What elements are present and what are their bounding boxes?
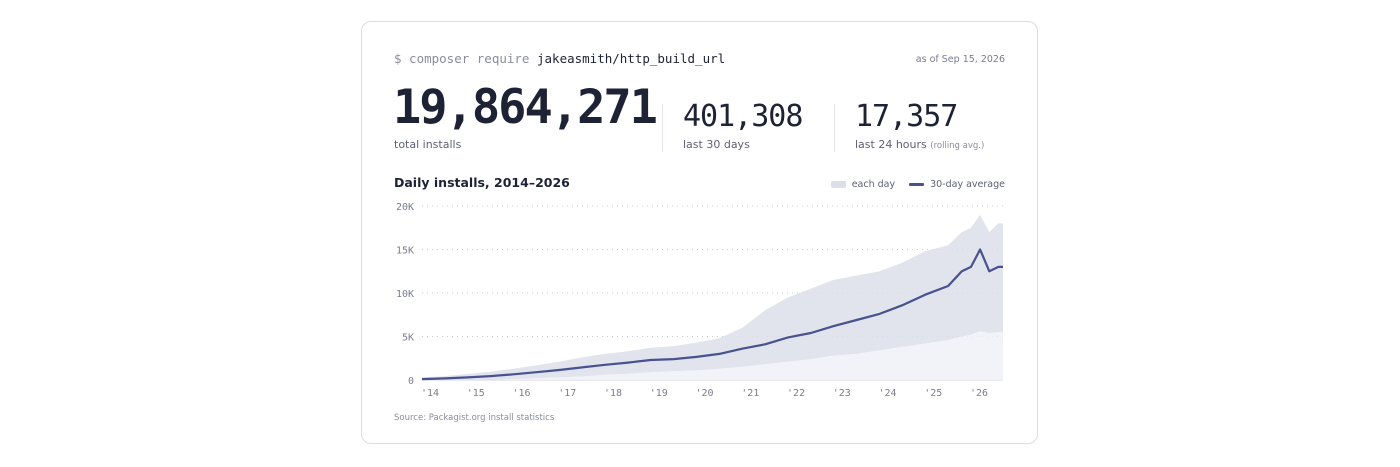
x-tick-label: '19 [650,388,668,399]
chart-legend: each day 30-day average [830,179,1005,190]
stats-divider [662,104,663,152]
x-tick-label: '20 [695,388,713,399]
source-note: Source: Packagist.org install statistics [394,413,555,423]
y-tick-label: 0 [408,376,414,387]
y-tick-label: 5K [402,333,414,344]
x-tick-label: '21 [741,388,759,399]
stats-divider [834,104,835,152]
total-installs-label: total installs [394,138,462,151]
stats-card: $ composer require jakeasmith/http_build… [361,21,1038,444]
legend-average: 30-day average [930,179,1005,190]
rolling-avg-note: (rolling avg.) [930,141,985,151]
last-30-days-label: last 30 days [683,138,750,151]
each-day-swatch [830,181,846,188]
chart-title: Daily installs, 2014–2026 [394,175,570,190]
last-24-hours-value: 17,357 [855,99,958,134]
x-tick-label: '24 [878,388,896,399]
last-24-hours-text: last 24 hours [855,138,927,151]
x-tick-label: '16 [512,388,530,399]
package-name: jakeasmith/http_build_url [537,51,726,66]
x-tick-label: '14 [421,388,439,399]
as-of-date: as of Sep 15, 2026 [915,54,1005,65]
x-tick-label: '17 [558,388,576,399]
y-tick-label: 20K [396,202,414,213]
each-day-band [422,214,1003,380]
daily-installs-chart: 0 5K 10K 15K 20K '14 '15 '16 '17 '18 '19 '20 '21 '22 '… [396,202,1004,399]
average-swatch [909,183,925,186]
x-tick-label: '18 [604,388,622,399]
last-24-hours-label: last 24 hours (rolling avg.) [855,138,984,151]
x-tick-label: '25 [924,388,942,399]
total-installs-value: 19,864,271 [393,80,658,135]
last-30-days-value: 401,308 [683,99,803,134]
x-tick-label: '26 [970,388,988,399]
y-tick-label: 15K [396,246,414,257]
average-line [421,248,1003,381]
install-command[interactable]: $ composer require jakeasmith/http_build… [394,51,725,66]
legend-each-day: each day [851,179,896,190]
each-day-base [422,331,1003,380]
x-tick-label: '15 [467,388,485,399]
command-prompt: $ composer require [394,51,530,66]
y-tick-label: 10K [396,289,414,300]
x-tick-label: '22 [787,388,805,399]
x-tick-label: '23 [833,388,851,399]
